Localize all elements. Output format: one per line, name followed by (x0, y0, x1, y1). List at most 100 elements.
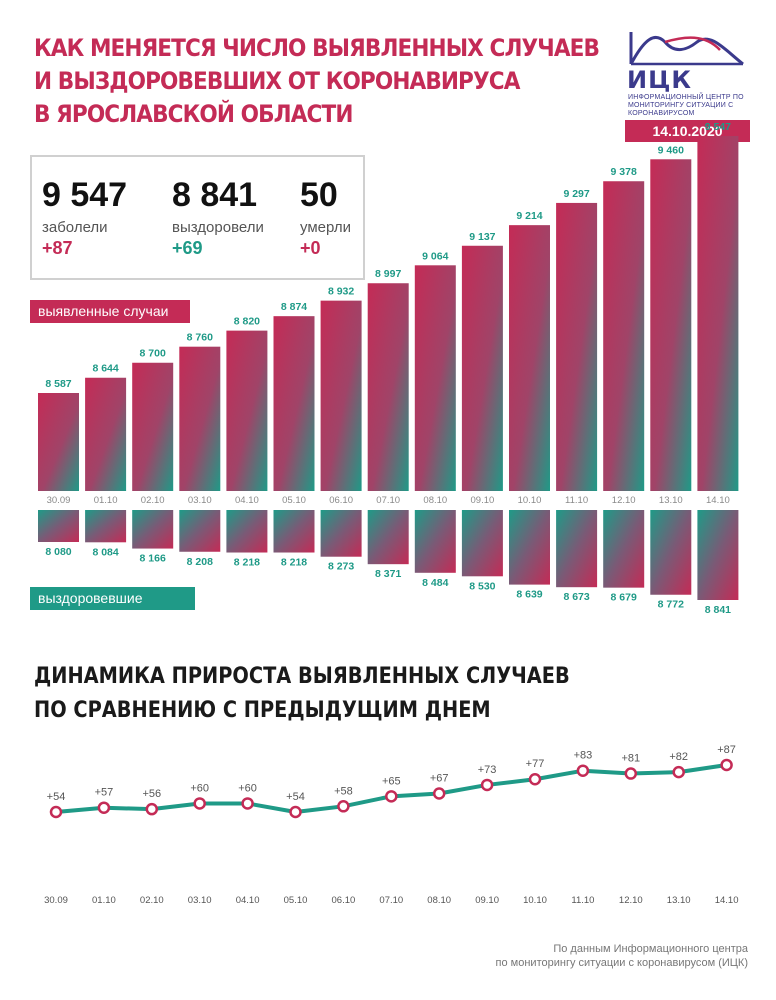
recovered-bar-label: 8 080 (45, 546, 71, 558)
growth-data-label: +54 (286, 791, 305, 803)
growth-data-label: +77 (526, 758, 545, 770)
growth-title-line-2: по сравнению с предыдущим днем (34, 698, 491, 723)
cases-bar (697, 136, 739, 491)
cases-bar-label: 8 700 (140, 348, 166, 360)
growth-point (193, 797, 206, 810)
recovered-bar-label: 8 841 (705, 604, 731, 616)
growth-title-line-1: Динамика прироста выявленных случаев (34, 664, 570, 689)
recovered-bar (273, 510, 315, 553)
recovered-bar (603, 510, 645, 588)
cases-bar-label: 8 587 (45, 378, 71, 390)
growth-point (97, 801, 111, 814)
recovered-bar (509, 510, 550, 585)
cases-bar-label: 9 460 (658, 144, 684, 156)
x-tick-label: 10.10 (518, 495, 542, 506)
ick-logo: ИЦК Информационный центр по мониторингу … (625, 28, 745, 117)
growth-data-label: +81 (621, 753, 640, 765)
cases-bar (414, 265, 456, 491)
x-tick-label: 03.10 (188, 495, 212, 506)
cases-bar-label: 9 378 (611, 166, 637, 178)
stat-cases: 9 547 заболели +87 (42, 175, 127, 259)
cases-recovered-bar-chart: 8 587 30.09 8 080 8 644 01.10 8 084 8 700 02.10… (38, 121, 739, 616)
recovered-bar-label: 8 208 (187, 556, 213, 568)
growth-x-tick-label: 09.10 (475, 895, 499, 906)
stat-cases-label: заболели (42, 219, 108, 236)
recovered-bar (226, 510, 268, 553)
recovered-bar-label: 8 772 (658, 599, 684, 611)
growth-x-tick-label: 11.10 (571, 895, 594, 906)
growth-x-tick-label: 02.10 (140, 895, 164, 906)
recovered-bar-label: 8 084 (92, 546, 118, 558)
growth-data-label: +58 (334, 785, 353, 797)
stats-panel: 9 547 заболели +87 8 841 выздоровели +69… (30, 155, 365, 280)
x-tick-label: 09.10 (471, 495, 495, 506)
source-note: По данным Информационного центра по мони… (496, 942, 748, 970)
growth-point (720, 758, 733, 772)
cases-bar (367, 283, 409, 491)
cases-bar-label: 8 874 (281, 301, 307, 313)
growth-data-label: +60 (190, 782, 209, 794)
stat-recovered-delta: +69 (172, 238, 203, 258)
growth-data-label: +87 (717, 744, 736, 756)
recovered-bar (697, 510, 739, 600)
growth-point (337, 800, 350, 813)
recovered-bar-label: 8 673 (563, 591, 589, 603)
x-tick-label: 06.10 (329, 495, 353, 506)
growth-x-tick-label: 07.10 (379, 895, 403, 906)
growth-point (241, 797, 254, 810)
stat-recovered: 8 841 выздоровели +69 (172, 175, 264, 259)
stat-cases-value: 9 547 (42, 176, 128, 214)
x-tick-label: 07.10 (376, 495, 400, 506)
stat-deaths-label: умерли (300, 219, 351, 236)
source-line-2: по мониторингу ситуации с коронавирусом … (495, 957, 748, 969)
growth-point (624, 767, 638, 780)
x-tick-label: 14.10 (706, 495, 730, 506)
recovered-bar (85, 510, 127, 543)
x-tick-label: 12.10 (612, 495, 636, 506)
cases-bar (556, 202, 598, 492)
cases-bar (320, 300, 362, 491)
x-tick-label: 11.10 (565, 495, 588, 506)
growth-data-label: +65 (382, 775, 401, 787)
cases-bar (132, 362, 174, 491)
growth-point (289, 805, 302, 819)
growth-x-tick-label: 30.09 (44, 895, 68, 906)
recovered-bar (320, 510, 362, 557)
cases-bar-label: 9 137 (469, 231, 495, 243)
cases-bar (603, 181, 645, 491)
recovered-bar (461, 510, 503, 577)
cases-bar-label: 9 297 (563, 188, 589, 200)
growth-series-line (55, 763, 727, 814)
growth-point (480, 778, 494, 792)
growth-data-label: +67 (430, 772, 449, 784)
stat-deaths-value: 50 (300, 176, 338, 214)
cases-bar-label: 8 644 (92, 363, 118, 375)
recovered-bar-label: 8 273 (328, 561, 354, 573)
cases-bar (179, 346, 221, 491)
growth-data-label: +57 (95, 787, 114, 799)
recovered-bar (132, 510, 174, 549)
recovered-bar (179, 510, 221, 552)
recovered-bar-label: 8 166 (140, 553, 166, 565)
recovered-bar (414, 510, 456, 573)
cases-bar-label: 8 820 (234, 316, 260, 328)
x-tick-label: 01.10 (94, 495, 118, 506)
x-tick-label: 30.09 (47, 495, 71, 506)
x-tick-label: 05.10 (282, 495, 306, 506)
title-line-1: Как меняется число выявленных случаев (34, 34, 600, 62)
growth-point (385, 790, 398, 803)
growth-point (576, 764, 590, 777)
recovered-series-tag: выздоровевшие (30, 587, 195, 610)
growth-data-label: +56 (142, 788, 161, 800)
page-title: Как меняется число выявленных случаев и … (34, 32, 600, 131)
stat-deaths: 50 умерли +0 (300, 175, 351, 259)
growth-x-tick-label: 08.10 (427, 895, 451, 906)
logo-name: ИЦК (627, 66, 692, 94)
cases-bar (85, 377, 127, 491)
recovered-bar (38, 510, 79, 542)
recovered-bar-label: 8 679 (611, 592, 637, 604)
recovered-bar (556, 510, 598, 588)
recovered-bar-label: 8 484 (422, 577, 448, 589)
growth-point (528, 772, 542, 786)
growth-x-tick-label: 01.10 (92, 895, 116, 906)
